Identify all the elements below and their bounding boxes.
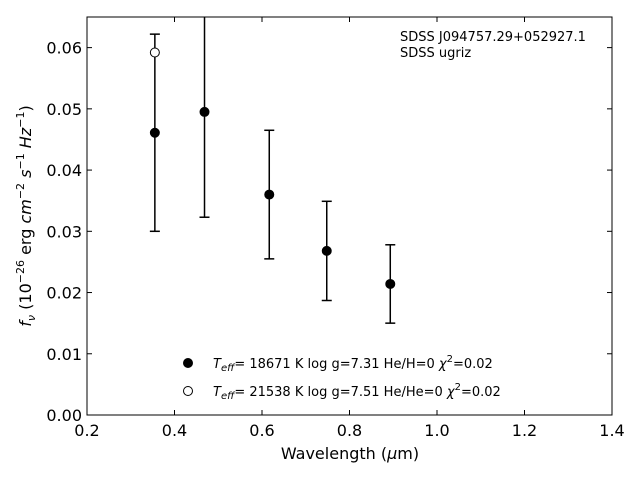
legend: Teff= 18671 K log g=7.31 He/H=0 χ2=0.02 … xyxy=(183,354,501,402)
plot-frame xyxy=(86,16,613,416)
data-point-filled xyxy=(264,189,275,200)
y-axis-label: fν (10−26 erg cm−2 s−1 Hz−1) xyxy=(14,105,38,326)
y-tick-label: 0.04 xyxy=(46,161,82,180)
x-tick-label: 0.6 xyxy=(249,421,274,440)
x-tick-label: 0.4 xyxy=(162,421,187,440)
data-point-filled xyxy=(385,278,396,289)
y-tick-label: 0.00 xyxy=(46,406,82,425)
x-tick-label: 1.2 xyxy=(512,421,537,440)
y-tick-label: 0.06 xyxy=(46,39,82,58)
legend-marker-filled xyxy=(183,358,193,368)
y-tick-label: 0.02 xyxy=(46,284,82,303)
data-point-filled xyxy=(199,106,210,117)
legend-entry-2: Teff= 21538 K log g=7.51 He/He=0 χ2=0.02 xyxy=(213,382,501,402)
data-point-filled xyxy=(321,245,332,256)
y-tick-label: 0.01 xyxy=(46,345,82,364)
legend-entry-1: Teff= 18671 K log g=7.31 He/H=0 χ2=0.02 xyxy=(213,354,493,374)
y-tick-label: 0.05 xyxy=(46,100,82,119)
data-point-open xyxy=(149,47,160,58)
x-tick-label: 0.8 xyxy=(337,421,362,440)
data-marks xyxy=(149,17,396,324)
axis-ticks: 0.2 0.4 0.6 0.8 1.0 1.2 1.4 0.00 0.01 0.02 0.03 0.0… xyxy=(46,17,625,440)
y-tick-label: 0.03 xyxy=(46,222,82,241)
x-tick-label: 1.4 xyxy=(599,421,624,440)
x-tick-label: 1.0 xyxy=(424,421,449,440)
x-axis-label: Wavelength (μm) xyxy=(281,444,419,463)
data-point-filled xyxy=(149,127,160,138)
filter-set-annotation: SDSS ugriz xyxy=(400,46,471,61)
legend-marker-open xyxy=(183,386,193,396)
x-tick-label: 0.2 xyxy=(74,421,99,440)
object-name-annotation: SDSS J094757.29+052927.1 xyxy=(400,30,586,45)
